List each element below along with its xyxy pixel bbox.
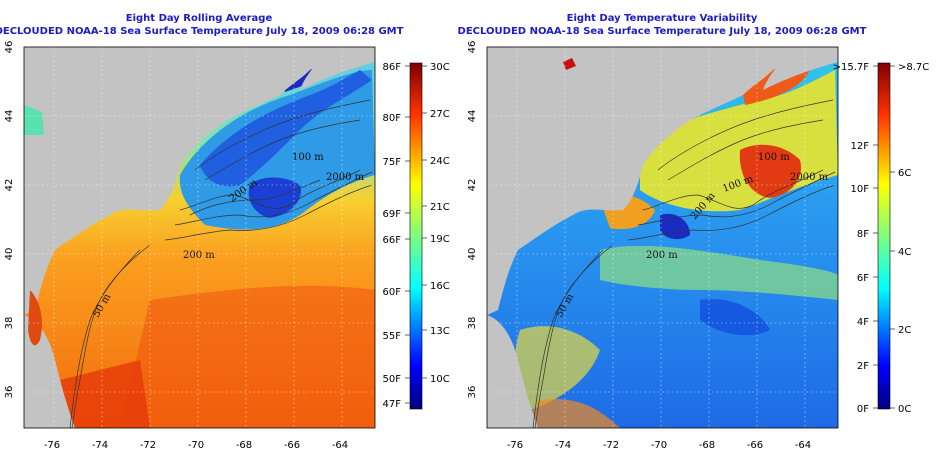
left-cb-c-label: 21C bbox=[430, 202, 450, 213]
left-y-tick: 44 bbox=[4, 110, 15, 123]
left-cb-f-label: 66F bbox=[383, 235, 402, 246]
left-contour-label-2000m: 2000 m bbox=[326, 172, 365, 183]
right-y-tick: 40 bbox=[467, 248, 478, 261]
left-y-tick: 46 bbox=[4, 41, 15, 54]
left-x-tick: -76 bbox=[44, 440, 60, 451]
left-contour-label-200m-b: 200 m bbox=[183, 250, 215, 261]
left-grid bbox=[24, 47, 375, 428]
right-y-tick: 36 bbox=[467, 386, 478, 399]
left-cb-c-label: 13C bbox=[430, 326, 450, 337]
left-isobaths bbox=[69, 99, 373, 428]
left-title-line1: Eight Day Rolling Average bbox=[126, 13, 273, 24]
left-y-tick: 42 bbox=[4, 179, 15, 192]
left-cb-f-label: 60F bbox=[383, 287, 402, 298]
right-cb-f-label: 6F bbox=[857, 273, 869, 284]
left-colorbar: 86F 80F 75F 69F 66F 60F 55F 50F 47F 30C … bbox=[383, 62, 450, 410]
left-land-north bbox=[24, 47, 375, 315]
right-cb-f-label: 8F bbox=[857, 229, 869, 240]
left-x-axis: -76 -74 -72 -70 -68 -66 -64 bbox=[44, 440, 348, 451]
left-x-tick: -68 bbox=[236, 440, 252, 451]
right-cb-f-label: 4F bbox=[857, 317, 869, 328]
right-x-tick: -64 bbox=[795, 440, 811, 451]
left-panel: Eight Day Rolling Average DECLOUDED NOAA… bbox=[0, 13, 450, 451]
left-cb-c-label: 19C bbox=[430, 234, 450, 245]
right-y-axis: 46 44 42 40 38 36 bbox=[467, 41, 478, 399]
left-x-tick: -64 bbox=[332, 440, 348, 451]
left-x-tick: -74 bbox=[92, 440, 108, 451]
right-cb-f-label: 12F bbox=[851, 141, 870, 152]
right-x-tick: -70 bbox=[651, 440, 667, 451]
right-cb-f-label: 2F bbox=[857, 361, 869, 372]
left-y-tick: 38 bbox=[4, 317, 15, 330]
right-x-tick: -72 bbox=[603, 440, 619, 451]
left-x-tick: -66 bbox=[284, 440, 300, 451]
right-title-line1: Eight Day Temperature Variability bbox=[567, 13, 758, 24]
right-colorbar: >15.7F 12F 10F 8F 6F 4F 2F 0F >8.7C 6C 4… bbox=[833, 62, 930, 415]
right-y-tick: 44 bbox=[467, 110, 478, 123]
left-cb-f-label: 55F bbox=[383, 331, 402, 342]
left-map-frame bbox=[23, 46, 376, 429]
left-cb-c-label: 24C bbox=[430, 156, 450, 167]
right-x-axis: -76 -74 -72 -70 -68 -66 -64 bbox=[507, 440, 811, 451]
left-x-tick: -72 bbox=[140, 440, 156, 451]
right-contour-label-100m-a: 100 m bbox=[758, 152, 790, 163]
left-cb-f-label: 69F bbox=[383, 209, 402, 220]
right-title-line2: DECLOUDED NOAA-18 Sea Surface Temperatur… bbox=[458, 26, 867, 37]
left-y-tick: 36 bbox=[4, 386, 15, 399]
right-map-frame bbox=[486, 46, 839, 429]
right-isobaths bbox=[532, 99, 836, 428]
left-colorbar-gradient bbox=[409, 62, 423, 410]
right-x-tick: -66 bbox=[747, 440, 763, 451]
right-contour-label-200m-b: 200 m bbox=[646, 250, 678, 261]
right-cb-c-label: 2C bbox=[898, 325, 911, 336]
left-cb-c-label: 16C bbox=[430, 281, 450, 292]
left-x-tick: -70 bbox=[188, 440, 204, 451]
left-cb-f-label: 75F bbox=[383, 157, 402, 168]
left-cb-c-label: 10C bbox=[430, 374, 450, 385]
left-cb-c-label: 30C bbox=[430, 62, 450, 73]
left-cb-f-label: 86F bbox=[383, 62, 402, 73]
right-land-south bbox=[487, 315, 538, 428]
right-panel: Eight Day Temperature Variability DECLOU… bbox=[458, 13, 930, 451]
right-land-north bbox=[487, 47, 838, 315]
right-y-tick: 42 bbox=[467, 179, 478, 192]
left-cb-f-label: 50F bbox=[383, 374, 402, 385]
right-cb-f-label: 0F bbox=[857, 404, 869, 415]
left-cb-c-label: 27C bbox=[430, 109, 450, 120]
right-y-tick: 38 bbox=[467, 317, 478, 330]
right-map: 100 m 2000 m 100 m 200 m 200 m 50 m bbox=[487, 47, 838, 428]
right-cb-c-label: 0C bbox=[898, 404, 911, 415]
left-contour-label-100m: 100 m bbox=[292, 152, 324, 163]
right-colorbar-gradient bbox=[877, 62, 891, 410]
left-map: 100 m 200 m 2000 m 200 m 50 m bbox=[24, 47, 375, 428]
right-cb-c-label: >8.7C bbox=[898, 62, 929, 73]
left-y-tick: 40 bbox=[4, 248, 15, 261]
left-cb-f-label: 47F bbox=[383, 399, 402, 410]
left-title-line2: DECLOUDED NOAA-18 Sea Surface Temperatur… bbox=[0, 26, 404, 37]
right-contour-label-2000m: 2000 m bbox=[790, 172, 829, 183]
right-cb-c-label: 6C bbox=[898, 168, 911, 179]
right-x-tick: -74 bbox=[555, 440, 571, 451]
right-cb-c-label: 4C bbox=[898, 247, 911, 258]
right-grid bbox=[487, 47, 838, 428]
right-x-tick: -68 bbox=[699, 440, 715, 451]
left-cb-f-label: 80F bbox=[383, 113, 402, 124]
left-y-axis: 46 44 42 40 38 36 bbox=[4, 41, 15, 399]
right-y-tick: 46 bbox=[467, 41, 478, 54]
right-x-tick: -76 bbox=[507, 440, 523, 451]
right-cb-f-label: 10F bbox=[851, 184, 870, 195]
right-cb-f-label: >15.7F bbox=[833, 62, 870, 73]
